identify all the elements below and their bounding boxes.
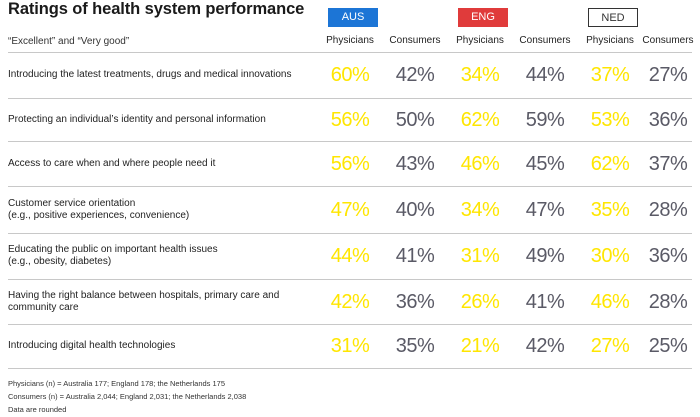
value-ned-physicians: 35% [590, 198, 630, 221]
value-ned-consumers: 28% [648, 290, 688, 313]
column-header-ned-consumers: Consumers [642, 35, 694, 46]
value-eng-physicians: 31% [460, 245, 500, 267]
value-aus-physicians: 42% [330, 290, 370, 313]
value-eng-physicians: 21% [460, 335, 500, 357]
value-eng-consumers: 44% [525, 64, 565, 86]
footnote-physicians-n: Physicians (n) = Australia 177; England … [8, 379, 226, 388]
value-ned-consumers: 25% [648, 335, 688, 357]
value-ned-physicians: 30% [590, 245, 630, 267]
value-aus-consumers: 50% [395, 108, 435, 131]
row-separator [8, 52, 692, 53]
value-eng-consumers: 49% [525, 245, 565, 267]
row-separator [8, 279, 692, 280]
row-separator [8, 233, 692, 234]
value-eng-consumers: 42% [525, 335, 565, 357]
value-ned-physicians: 53% [590, 108, 630, 131]
row-label: Having the right balance between hospita… [8, 289, 280, 313]
row-separator [8, 141, 692, 142]
row-separator [8, 324, 692, 325]
column-header-eng-physicians: Physicians [456, 35, 504, 46]
region-badge-eng: ENG [458, 8, 508, 27]
value-aus-physicians: 47% [330, 198, 370, 221]
value-eng-consumers: 59% [525, 108, 565, 131]
value-aus-physicians: 31% [330, 335, 370, 357]
value-eng-physicians: 26% [460, 290, 500, 313]
value-ned-physicians: 37% [590, 64, 630, 86]
row-label: Protecting an individual’s identity and … [8, 113, 266, 125]
chart-title: Ratings of health system performance [8, 0, 305, 18]
value-aus-physicians: 56% [330, 108, 370, 131]
value-eng-consumers: 41% [525, 290, 565, 313]
value-eng-consumers: 45% [525, 152, 565, 175]
value-aus-consumers: 41% [395, 245, 435, 267]
value-ned-physicians: 62% [590, 152, 630, 175]
value-ned-consumers: 36% [648, 245, 688, 267]
row-separator [8, 186, 692, 187]
value-ned-physicians: 46% [590, 290, 630, 313]
value-eng-consumers: 47% [525, 198, 565, 221]
footnote-rounding: Data are rounded [8, 405, 67, 414]
row-label: Educating the public on important health… [8, 244, 218, 267]
column-header-eng-consumers: Consumers [519, 35, 571, 46]
row-label: Customer service orientation (e.g., posi… [8, 197, 190, 221]
row-label: Introducing the latest treatments, drugs… [8, 69, 292, 80]
value-ned-consumers: 28% [648, 198, 688, 221]
value-aus-consumers: 40% [395, 198, 435, 221]
row-separator [8, 98, 692, 99]
value-aus-consumers: 35% [395, 335, 435, 357]
column-header-ned-physicians: Physicians [586, 35, 634, 46]
row-separator [8, 368, 692, 369]
column-header-aus-consumers: Consumers [389, 35, 441, 46]
value-aus-physicians: 60% [330, 64, 370, 86]
value-ned-consumers: 36% [648, 108, 688, 131]
row-label: Access to care when and where people nee… [8, 157, 216, 169]
value-aus-physicians: 44% [330, 245, 370, 267]
value-ned-consumers: 37% [648, 152, 688, 175]
region-badge-aus: AUS [328, 8, 378, 27]
row-label: Introducing digital health technologies [8, 340, 176, 351]
value-aus-consumers: 42% [395, 64, 435, 86]
value-eng-physicians: 62% [460, 108, 500, 131]
value-eng-physicians: 34% [460, 198, 500, 221]
value-ned-physicians: 27% [590, 335, 630, 357]
footnote-consumers-n: Consumers (n) = Australia 2,044; England… [8, 392, 247, 401]
value-aus-consumers: 36% [395, 290, 435, 313]
value-eng-physicians: 46% [460, 152, 500, 175]
region-badge-ned: NED [588, 8, 638, 27]
value-aus-consumers: 43% [395, 152, 435, 175]
chart-subtitle: “Excellent” and “Very good” [8, 36, 130, 47]
value-eng-physicians: 34% [460, 64, 500, 86]
column-header-aus-physicians: Physicians [326, 35, 374, 46]
value-aus-physicians: 56% [330, 152, 370, 175]
value-ned-consumers: 27% [648, 64, 688, 86]
